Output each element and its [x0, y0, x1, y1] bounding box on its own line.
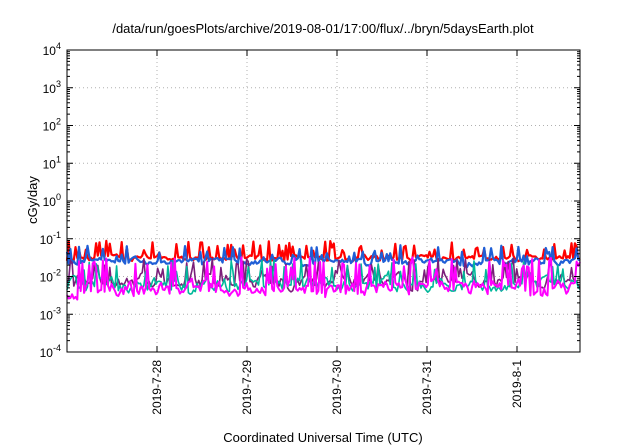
x-tick-label: 2019-7-28 [150, 360, 164, 415]
series-line [66, 256, 581, 301]
series-line [66, 257, 581, 293]
y-tick-label: 10-2 [40, 268, 61, 285]
x-axis-label: Coordinated Universal Time (UTC) [223, 430, 422, 445]
x-tick-label: 2019-7-30 [330, 360, 344, 415]
x-tick-label: 2019-8-1 [510, 360, 524, 408]
x-tick-label: 2019-7-29 [240, 360, 254, 415]
y-tick-label: 10-1 [40, 230, 61, 247]
y-tick-label: 100 [43, 192, 61, 209]
y-tick-label: 103 [43, 79, 61, 96]
y-axis: 10-4 10-3 10-2 10-1 100 101 102 103 104 [40, 41, 580, 360]
x-tick-label: 2019-7-31 [420, 360, 434, 415]
chart-title: /data/run/goesPlots/archive/2019-08-01/1… [112, 21, 534, 36]
x-axis: 2019-7-28 2019-7-29 2019-7-30 2019-7-31 2019… [150, 50, 524, 415]
y-tick-label: 101 [43, 154, 61, 171]
y-tick-label: 10-3 [40, 305, 61, 322]
y-tick-label: 104 [43, 41, 61, 58]
y-tick-label: 10-4 [40, 343, 61, 360]
grid [67, 49, 580, 353]
series-layer [65, 239, 581, 301]
y-tick-label: 102 [43, 117, 61, 134]
y-axis-label: cGy/day [25, 176, 40, 224]
